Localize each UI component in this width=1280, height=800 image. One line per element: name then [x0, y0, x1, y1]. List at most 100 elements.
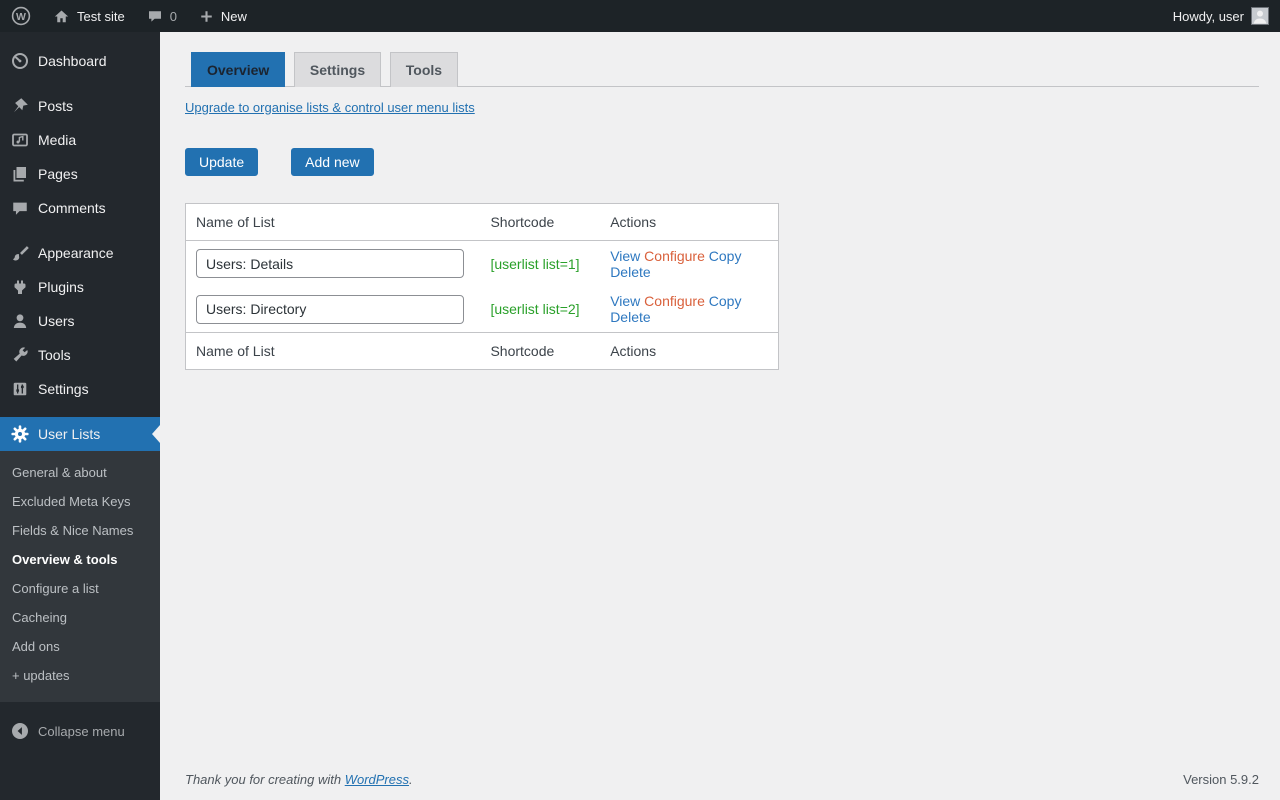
wrench-icon [10, 345, 30, 365]
sidebar-item-tools[interactable]: Tools [0, 338, 160, 372]
sidebar-item-label: Media [38, 132, 77, 148]
howdy-text: Howdy, user [1172, 8, 1244, 24]
submenu-item-overview-tools[interactable]: Overview & tools [12, 552, 118, 567]
actions-cell: View Configure Copy Delete [600, 241, 778, 287]
shortcode-cell: [userlist list=2] [490, 301, 580, 318]
pushpin-icon [10, 96, 30, 116]
submenu-item-excluded-meta-keys[interactable]: Excluded Meta Keys [12, 494, 131, 509]
dashboard-icon [10, 51, 30, 71]
button-row: Update Add new [185, 148, 1259, 176]
site-name: Test site [77, 8, 125, 24]
configure-link[interactable]: Configure [644, 247, 705, 264]
footer-version: Version 5.9.2 [1183, 772, 1259, 787]
sidebar-item-users[interactable]: Users [0, 304, 160, 338]
table-footer-row: Name of List Shortcode Actions [185, 332, 779, 370]
copy-link[interactable]: Copy [708, 247, 742, 264]
submenu-item-add-ons[interactable]: Add ons [12, 639, 60, 654]
svg-text:W: W [16, 11, 26, 23]
wordpress-link[interactable]: WordPress [344, 772, 409, 787]
sidebar-item-label: User Lists [38, 426, 101, 442]
delete-link[interactable]: Delete [610, 263, 651, 280]
view-link[interactable]: View [610, 293, 641, 310]
list-name-input[interactable] [196, 294, 464, 324]
wordpress-logo-menu[interactable]: W [0, 0, 42, 32]
column-header-name: Name of List [185, 203, 481, 241]
admin-bar: W Test site 0 New Howdy, user [0, 0, 1280, 32]
table-row: [userlist list=2] View Configure Copy De… [186, 287, 779, 333]
new-label: New [220, 8, 247, 24]
comment-count: 0 [169, 8, 177, 24]
sidebar-item-label: Plugins [38, 279, 84, 295]
list-name-cell [186, 287, 481, 333]
home-icon [53, 8, 70, 25]
plugin-icon [10, 277, 30, 297]
submenu-item-updates[interactable]: + updates [12, 668, 70, 683]
table-row: [userlist list=1] View Configure Copy De… [186, 241, 779, 287]
sidebar-item-label: Posts [38, 98, 74, 114]
sidebar-item-media[interactable]: Media [0, 123, 160, 157]
collapse-arrow-icon [10, 721, 30, 741]
sidebar-item-label: Settings [38, 381, 89, 397]
media-icon [10, 130, 30, 150]
update-button[interactable]: Update [185, 148, 259, 176]
sidebar-item-settings[interactable]: Settings [0, 372, 160, 406]
comment-bubble-icon [147, 8, 163, 24]
admin-footer: Thank you for creating with WordPress. V… [185, 772, 1259, 787]
column-header-actions: Actions [600, 332, 779, 370]
sliders-icon [10, 379, 30, 399]
column-header-name: Name of List [185, 332, 481, 370]
list-name-input[interactable] [196, 249, 464, 279]
column-header-shortcode: Shortcode [480, 332, 601, 370]
list-name-cell [186, 241, 481, 287]
tab-overview[interactable]: Overview [191, 52, 286, 87]
wordpress-logo-icon: W [11, 6, 31, 26]
upgrade-row: Upgrade to organise lists & control user… [185, 100, 1259, 115]
admin-sidebar: Dashboard Posts Media Pages Comments App… [0, 32, 160, 800]
gear-icon [10, 424, 30, 444]
main-content: Overview Settings Tools Upgrade to organ… [160, 32, 1280, 800]
configure-link[interactable]: Configure [644, 293, 705, 310]
site-link[interactable]: Test site [42, 0, 136, 32]
tab-tools[interactable]: Tools [389, 52, 459, 87]
add-new-button[interactable]: Add new [291, 148, 374, 176]
sidebar-item-label: Tools [38, 347, 71, 363]
new-content-menu[interactable]: New [188, 0, 258, 32]
sidebar-item-label: Comments [38, 200, 106, 216]
comments-shortcut[interactable]: 0 [136, 0, 188, 32]
view-link[interactable]: View [610, 247, 641, 264]
table-header-row: Name of List Shortcode Actions [185, 203, 779, 241]
collapse-menu-label: Collapse menu [38, 723, 125, 739]
collapse-menu-button[interactable]: Collapse menu [0, 714, 160, 748]
brush-icon [10, 243, 30, 263]
footer-thanks: Thank you for creating with WordPress. [185, 772, 413, 787]
sidebar-item-user-lists[interactable]: User Lists [0, 417, 160, 451]
submenu-item-configure-a-list[interactable]: Configure a list [12, 581, 99, 596]
footer-thanks-period: . [409, 772, 413, 787]
sidebar-item-posts[interactable]: Posts [0, 89, 160, 123]
my-account-menu[interactable]: Howdy, user [1162, 0, 1280, 32]
sidebar-item-dashboard[interactable]: Dashboard [0, 44, 160, 78]
submenu-item-cacheing[interactable]: Cacheing [12, 610, 67, 625]
user-lists-table: Name of List Shortcode Actions [userlist… [185, 203, 779, 370]
copy-link[interactable]: Copy [708, 293, 742, 310]
submenu-item-general-about[interactable]: General & about [12, 465, 107, 480]
sidebar-item-label: Pages [38, 166, 78, 182]
sidebar-item-label: Appearance [38, 245, 114, 261]
sidebar-item-appearance[interactable]: Appearance [0, 236, 160, 270]
submenu-item-fields-nice-names[interactable]: Fields & Nice Names [12, 523, 134, 538]
shortcode-cell: [userlist list=1] [490, 255, 580, 272]
sidebar-item-comments[interactable]: Comments [0, 191, 160, 225]
sidebar-item-label: Dashboard [38, 53, 107, 69]
footer-thanks-text: Thank you for creating with [185, 772, 345, 787]
sidebar-item-pages[interactable]: Pages [0, 157, 160, 191]
tab-settings[interactable]: Settings [293, 52, 382, 87]
comment-icon [10, 198, 30, 218]
column-header-shortcode: Shortcode [480, 203, 601, 241]
sidebar-item-label: Users [38, 313, 75, 329]
avatar [1251, 7, 1269, 25]
sidebar-item-plugins[interactable]: Plugins [0, 270, 160, 304]
column-header-actions: Actions [600, 203, 779, 241]
delete-link[interactable]: Delete [610, 309, 651, 326]
upgrade-link[interactable]: Upgrade to organise lists & control user… [185, 100, 475, 115]
active-menu-arrow-icon [152, 425, 160, 443]
